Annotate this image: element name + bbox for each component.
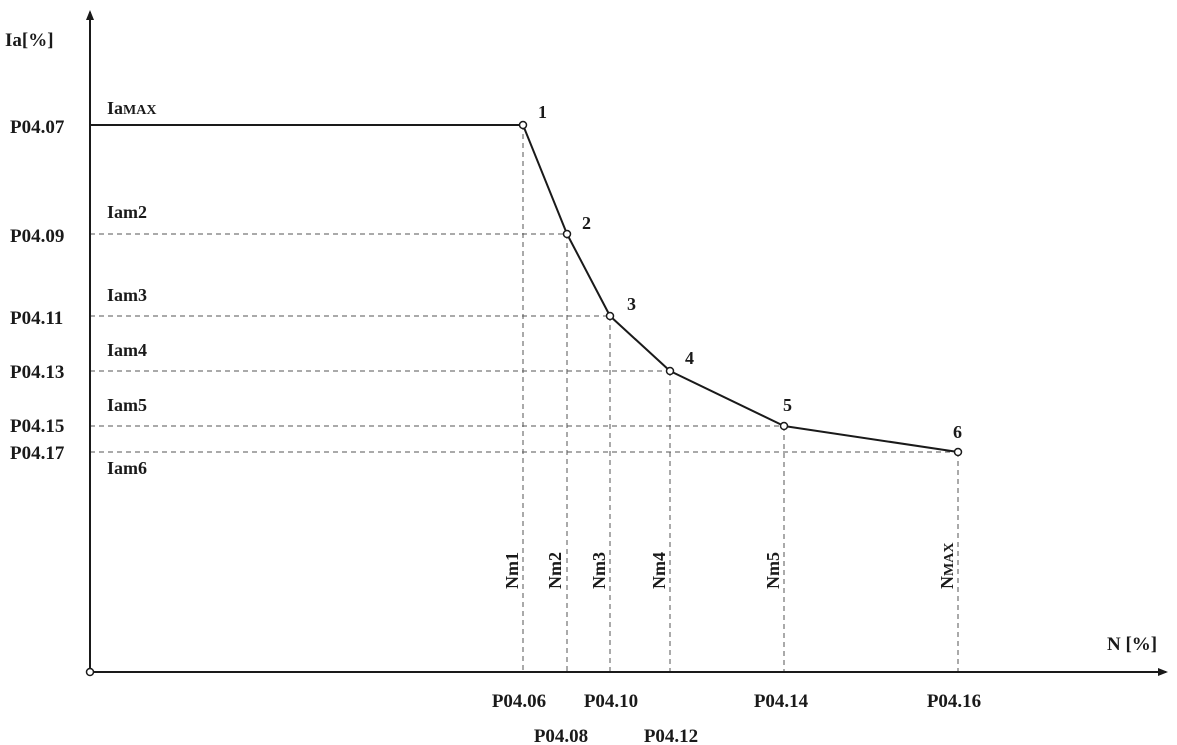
point-number-6: 6: [953, 422, 962, 442]
current-label-max: IaMAX: [107, 98, 156, 118]
speed-label-4: Nm4: [649, 552, 669, 589]
x-param-label-4: P04.12: [644, 726, 698, 745]
origin-marker: [85, 667, 95, 677]
curve-point-4: [665, 366, 675, 376]
speed-label-3: Nm3: [589, 552, 609, 589]
y-param-label-1: P04.07: [10, 117, 65, 138]
current-label-4: Iam4: [107, 340, 147, 360]
point-number-3: 3: [627, 294, 636, 314]
y-axis-label: Ia[%]: [5, 30, 54, 51]
y-param-label-2: P04.09: [10, 226, 64, 247]
x-param-label-1: P04.06: [492, 691, 546, 712]
current-label-6: Iam6: [107, 458, 147, 478]
y-param-label-3: P04.11: [10, 308, 63, 329]
speed-label-max-sub: MAX: [942, 543, 957, 576]
point-number-5: 5: [783, 395, 792, 415]
curve-point-5: [779, 421, 789, 431]
speed-label-1: Nm1: [502, 552, 522, 589]
curve-points: [518, 120, 963, 457]
curve-point-3: [605, 311, 615, 321]
guide-lines: [90, 125, 959, 672]
point-number-1: 1: [538, 102, 547, 122]
current-limit-curve: [90, 124, 959, 453]
y-param-label-4: P04.13: [10, 362, 64, 383]
x-param-label-6: P04.16: [927, 691, 981, 712]
x-param-label-2: P04.08: [534, 726, 588, 745]
current-label-max-main: Ia: [107, 98, 123, 118]
current-label-2: Iam2: [107, 202, 147, 222]
x-param-label-3: P04.10: [584, 691, 638, 712]
curve-point-2: [562, 229, 572, 239]
speed-label-5: Nm5: [763, 552, 783, 589]
y-param-label-6: P04.17: [10, 443, 65, 464]
x-axis-label: N [%]: [1107, 634, 1157, 655]
x-param-label-5: P04.14: [754, 691, 809, 712]
y-param-label-5: P04.15: [10, 416, 64, 437]
speed-label-max-main: N: [937, 576, 957, 589]
current-label-3: Iam3: [107, 285, 147, 305]
curve-point-6: [953, 447, 963, 457]
speed-label-2: Nm2: [545, 552, 565, 589]
curve-point-1: [518, 120, 528, 130]
speed-label-max: NMAX: [937, 543, 957, 589]
current-label-max-sub: MAX: [123, 103, 156, 118]
current-label-5: Iam5: [107, 395, 147, 415]
point-number-4: 4: [685, 348, 694, 368]
point-number-2: 2: [582, 213, 591, 233]
